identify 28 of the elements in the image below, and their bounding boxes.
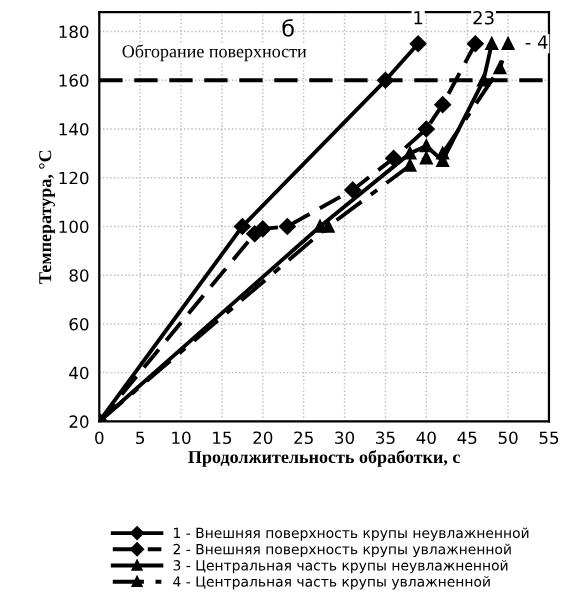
y-tick-label: 180 xyxy=(59,25,89,39)
annotation: - 4 xyxy=(525,35,548,49)
x-tick-label: 5 xyxy=(136,431,145,445)
x-tick-label: 10 xyxy=(172,431,191,445)
y-tick-label: 120 xyxy=(59,171,89,185)
x-tick-label: 55 xyxy=(539,431,559,445)
y-tick-label: 20 xyxy=(69,415,89,428)
x-tick-label: 45 xyxy=(457,431,477,445)
chart-title: б xyxy=(282,19,294,37)
x-tick-label: 20 xyxy=(253,431,273,445)
x-tick-label: 50 xyxy=(498,431,518,445)
y-tick-label: 80 xyxy=(69,269,89,282)
y-tick-label: 60 xyxy=(69,317,89,331)
y-tick-label: 160 xyxy=(59,74,89,87)
x-tick-label: 40 xyxy=(416,431,436,445)
y-tick-label: 140 xyxy=(59,122,89,136)
x-tick-label: 30 xyxy=(335,431,355,445)
y-axis-title: Температура, °С xyxy=(39,150,55,284)
x-tick-label: 35 xyxy=(376,431,395,445)
annotation: 23 xyxy=(473,10,494,25)
y-tick-label: 100 xyxy=(59,220,89,234)
x-tick-label: 15 xyxy=(213,431,232,445)
x-tick-label: 25 xyxy=(294,431,313,445)
y-tick-label: 40 xyxy=(69,366,89,380)
annotation: 1 xyxy=(414,11,423,25)
annotation: Обгорание поверхности xyxy=(122,44,307,62)
x-tick-label: 0 xyxy=(95,431,104,445)
x-axis-title: Продолжительность обработки, с xyxy=(188,450,460,467)
